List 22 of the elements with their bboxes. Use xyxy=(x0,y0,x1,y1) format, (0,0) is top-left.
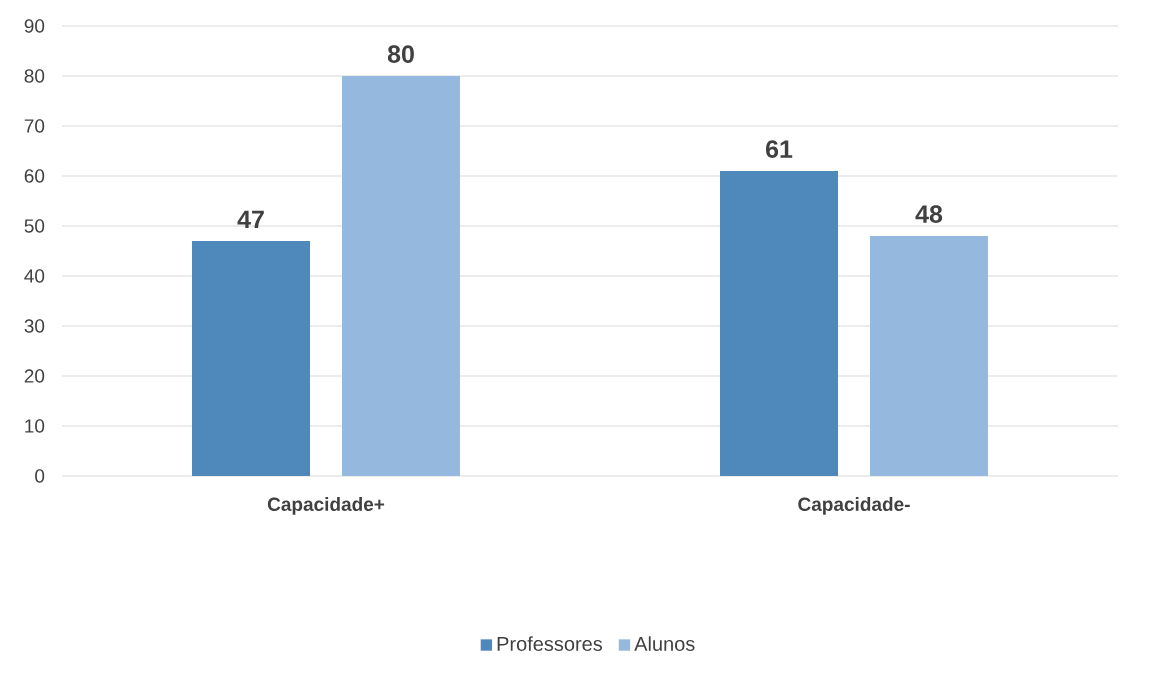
y-tick-label: 20 xyxy=(24,369,45,383)
x-tick-label: Capacidade+ xyxy=(267,497,385,515)
legend-label: Alunos xyxy=(634,636,695,651)
bar xyxy=(192,241,311,476)
y-tick-label: 10 xyxy=(25,419,45,433)
y-tick-label: 0 xyxy=(35,469,45,483)
bar xyxy=(870,236,989,476)
bar xyxy=(720,171,839,476)
legend-label: Professores xyxy=(497,636,603,651)
y-tick-label: 90 xyxy=(24,19,45,33)
y-tick-label: 70 xyxy=(24,119,45,133)
y-tick-label: 40 xyxy=(24,269,45,283)
data-label: 47 xyxy=(237,210,264,228)
x-tick-label: Capacidade- xyxy=(798,497,910,515)
data-label: 61 xyxy=(766,140,793,158)
y-tick-label: 30 xyxy=(24,319,45,333)
data-label: 48 xyxy=(915,205,943,223)
y-tick-label: 50 xyxy=(24,219,45,233)
bar xyxy=(342,76,461,476)
data-label: 80 xyxy=(387,45,414,63)
y-tick-label: 80 xyxy=(24,69,45,83)
y-tick-label: 60 xyxy=(24,169,45,183)
